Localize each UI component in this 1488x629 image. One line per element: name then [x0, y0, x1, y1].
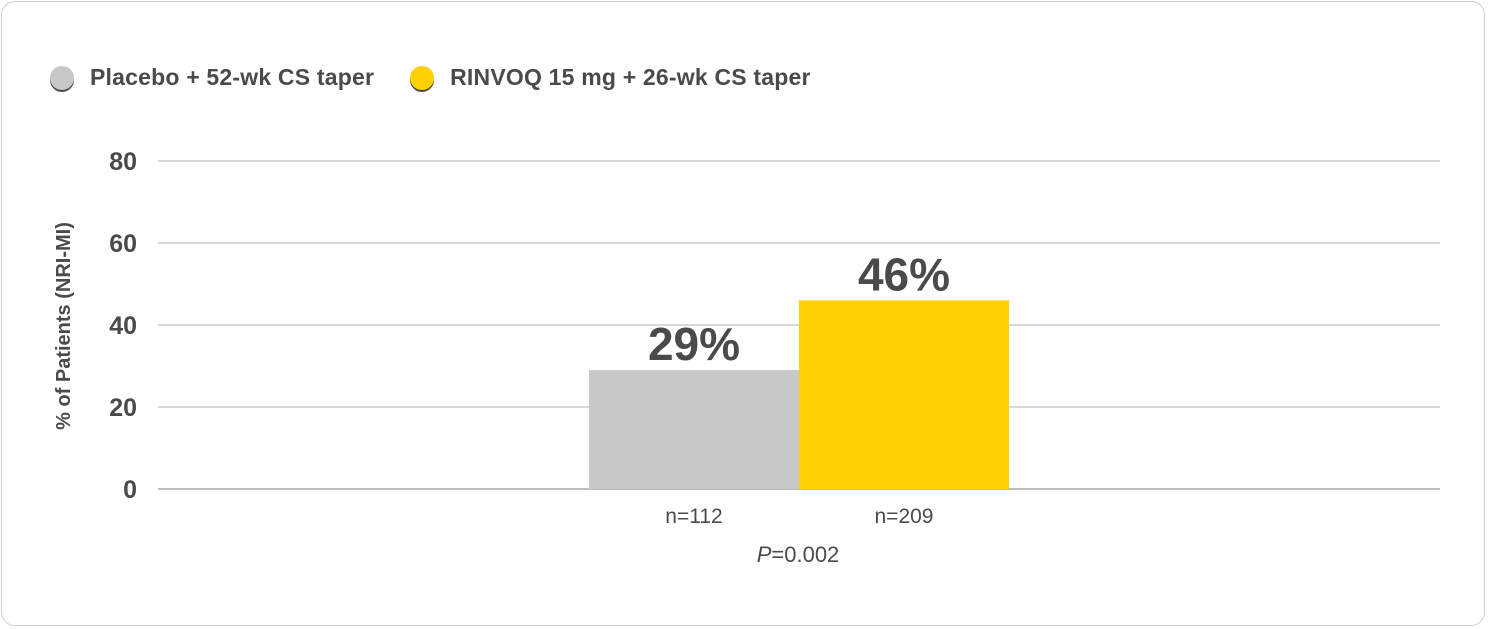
p-value: =0.002 [771, 542, 839, 567]
svg-text:P=0.002: P=0.002 [757, 542, 840, 567]
legend-swatch-placebo [50, 65, 74, 90]
data-label-rinvoq: 46% [858, 248, 950, 300]
y-tick-label-60: 60 [109, 230, 137, 258]
y-tick-label-80: 80 [109, 148, 137, 176]
legend-swatch-rinvoq [410, 65, 435, 90]
n-label-placebo: n=112 [665, 505, 722, 528]
bar-rinvoq [799, 300, 1009, 489]
p-symbol: P [757, 542, 772, 567]
legend-label-rinvoq: RINVOQ 15 mg + 26-wk CS taper [450, 64, 811, 90]
y-axis-label: % of Patients (NRI-MI) [53, 222, 75, 430]
data-label-placebo: 29% [648, 318, 740, 370]
bar-placebo [589, 370, 799, 489]
y-tick-labels: 0 20 40 60 80 [109, 148, 137, 504]
y-tick-label-0: 0 [123, 476, 137, 504]
y-tick-label-20: 20 [109, 394, 137, 422]
legend-item-rinvoq: RINVOQ 15 mg + 26-wk CS taper [410, 64, 811, 91]
y-tick-label-40: 40 [109, 312, 137, 340]
n-label-rinvoq: n=209 [875, 505, 934, 528]
bars: 29% n=112 46% n=209 [589, 248, 1009, 528]
legend-item-placebo: Placebo + 52-wk CS taper [50, 64, 374, 91]
p-value-annotation: P=0.002 [757, 542, 840, 567]
legend: Placebo + 52-wk CS taper RINVOQ 15 mg + … [50, 64, 847, 91]
legend-label-placebo: Placebo + 52-wk CS taper [90, 64, 375, 90]
